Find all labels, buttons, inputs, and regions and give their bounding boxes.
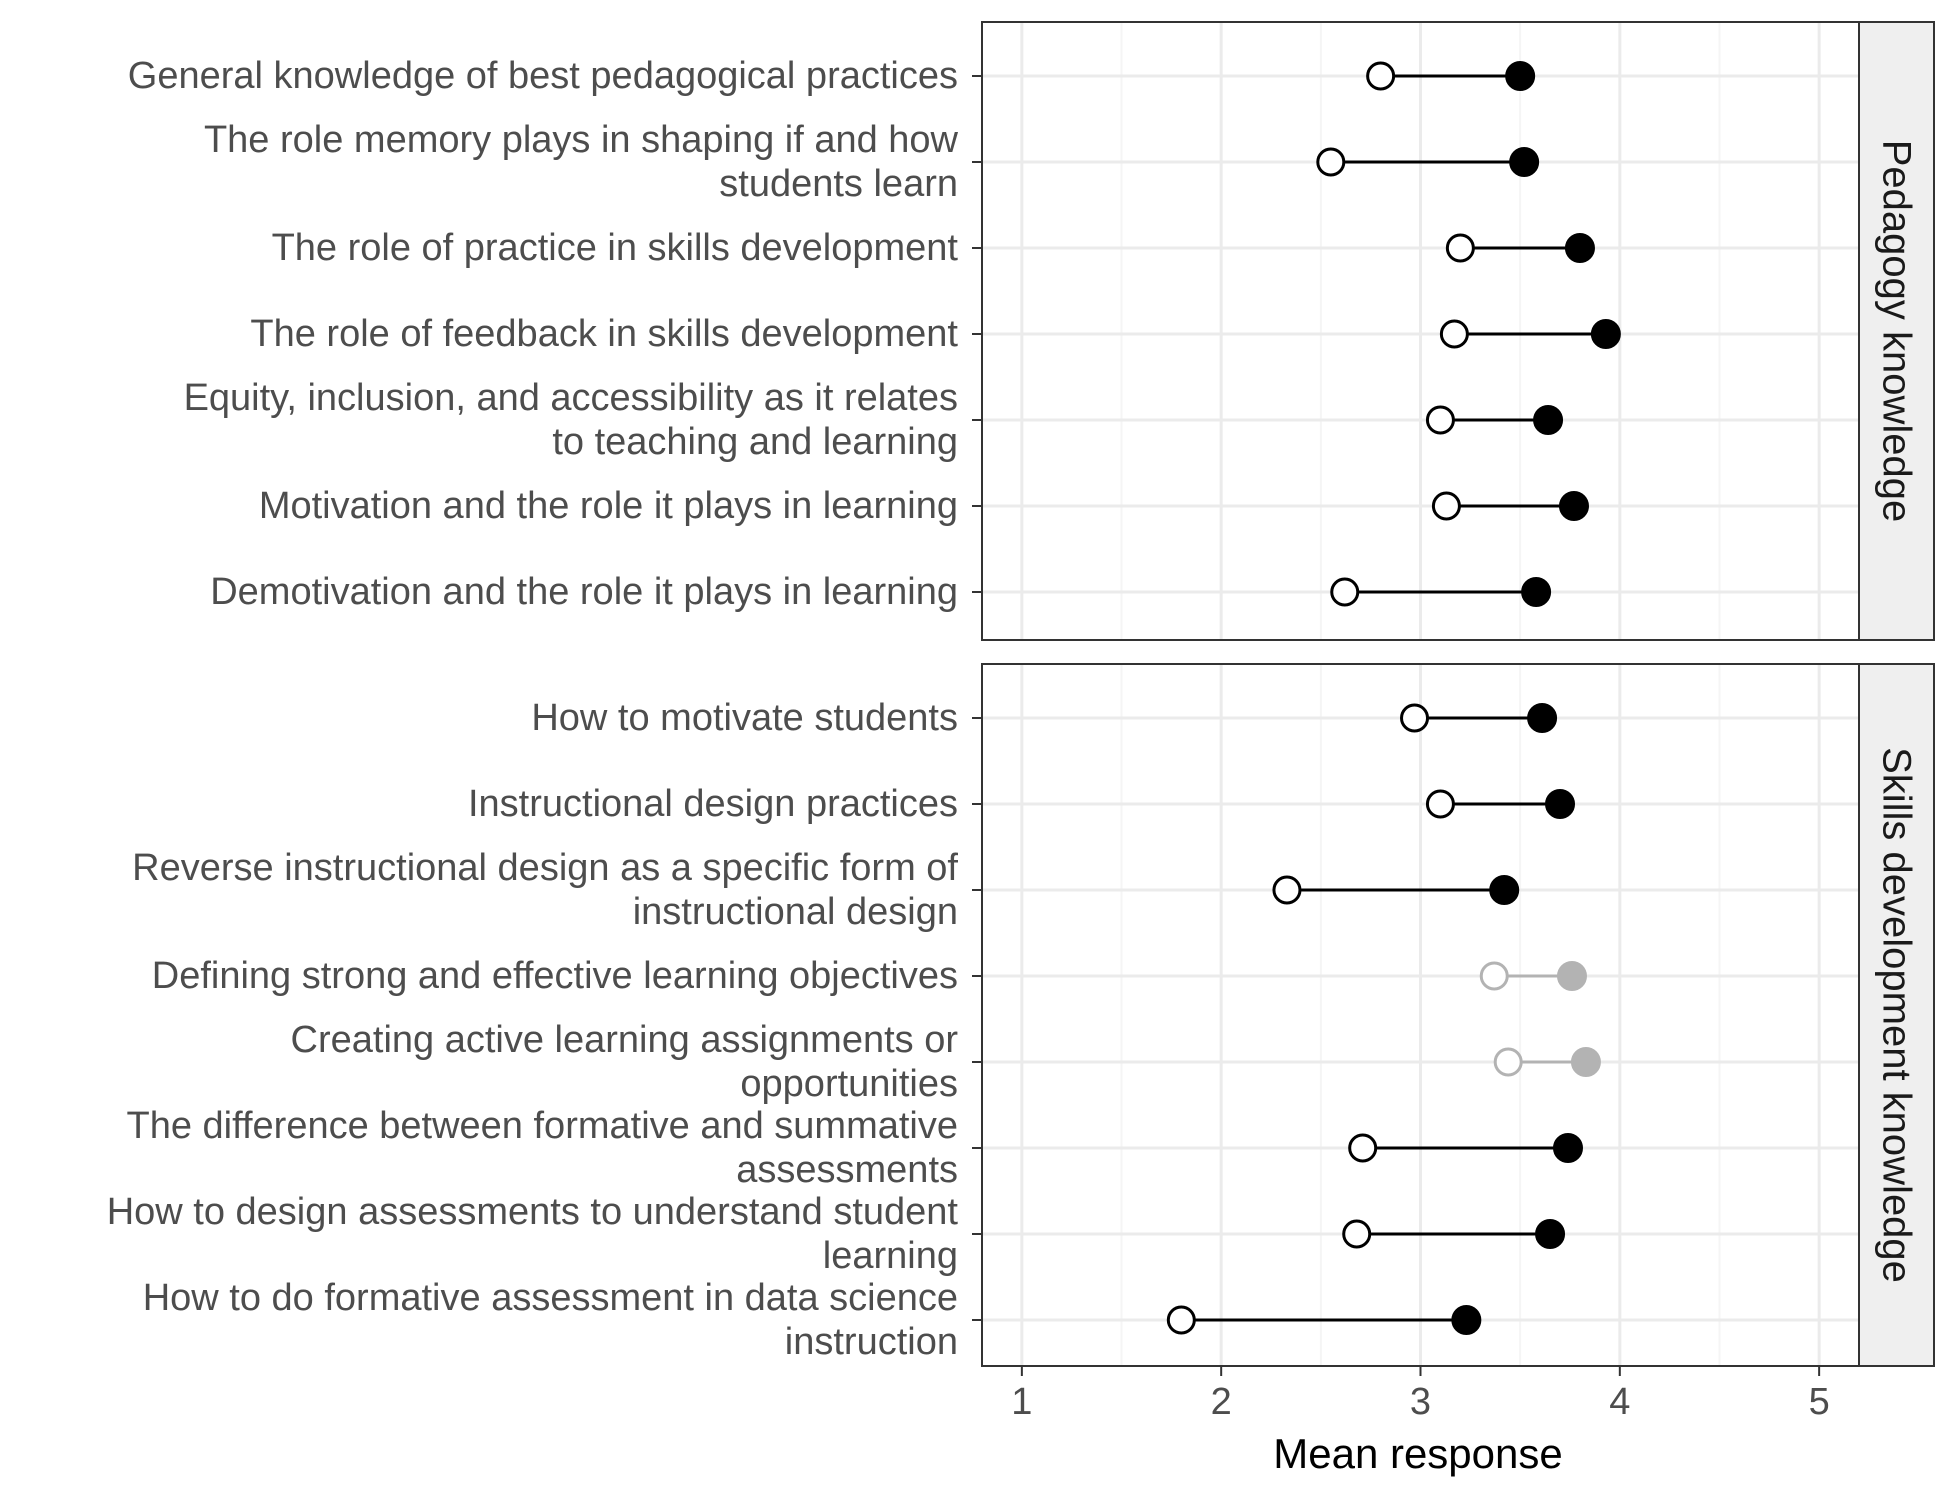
category-label: How to do formative assessment in data s… (143, 1277, 958, 1319)
panel-2: Skills development knowledge How to motiv… (107, 663, 1935, 1367)
low-point (1342, 1219, 1372, 1249)
low-point (1445, 233, 1475, 263)
x-tick-label: 5 (1809, 1381, 1830, 1423)
high-point (1527, 703, 1558, 733)
facet-strip-label: Pedagogy knowledge (1875, 140, 1919, 523)
category-label: assessments (736, 1149, 958, 1191)
low-point (1425, 789, 1455, 819)
x-axis-title: Mean response (1273, 1430, 1563, 1477)
dumbbell-row (1342, 1219, 1566, 1249)
dumbbell-row (1366, 61, 1536, 91)
low-point (1348, 1133, 1378, 1163)
low-point (1431, 491, 1461, 521)
low-point (1330, 577, 1360, 607)
high-point (1552, 1133, 1583, 1163)
high-point (1489, 875, 1520, 905)
facet-strip (1858, 663, 1935, 1367)
panels-layer: Pedagogy knowledge General knowledge of b… (107, 21, 1935, 1367)
dumbbell-row (1272, 875, 1520, 905)
category-label: How to design assessments to understand … (107, 1191, 959, 1233)
dumbbell-row (1439, 319, 1621, 349)
category-label: How to motivate students (531, 697, 958, 739)
dumbbell-row (1316, 147, 1540, 177)
category-label: General knowledge of best pedagogical pr… (128, 55, 958, 97)
high-point (1535, 1219, 1566, 1249)
category-label: students learn (719, 163, 958, 205)
high-point (1533, 405, 1564, 435)
low-point (1366, 61, 1396, 91)
x-tick-label: 4 (1609, 1381, 1630, 1423)
category-label: The role of feedback in skills developme… (250, 313, 958, 355)
low-point (1400, 703, 1430, 733)
dumbbell-row (1425, 405, 1564, 435)
high-point (1590, 319, 1621, 349)
high-point (1564, 233, 1595, 263)
dumbbell-row (1445, 233, 1595, 263)
category-label: Demotivation and the role it plays in le… (210, 571, 958, 613)
dumbbell-row (1330, 577, 1552, 607)
category-label: instruction (785, 1321, 958, 1363)
category-label: The difference between formative and sum… (126, 1105, 958, 1147)
high-point (1521, 577, 1552, 607)
low-point (1425, 405, 1455, 435)
low-point (1272, 875, 1302, 905)
low-point (1479, 961, 1509, 991)
category-label: The role memory plays in shaping if and … (204, 119, 959, 161)
dumbbell-row (1431, 491, 1589, 521)
x-axis: 1 2 3 4 5 (1011, 1366, 1830, 1423)
category-label: The role of practice in skills developme… (272, 227, 959, 269)
low-point (1439, 319, 1469, 349)
high-point (1545, 789, 1576, 819)
facet-strip-label: Skills development knowledge (1875, 747, 1919, 1283)
category-label: Reverse instructional design as a specif… (132, 847, 958, 889)
high-point (1451, 1305, 1482, 1335)
dumbbell-row (1166, 1305, 1482, 1335)
facet-strip (1858, 21, 1935, 641)
x-tick-label: 3 (1410, 1381, 1431, 1423)
category-label: Instructional design practices (468, 783, 958, 825)
dumbbell-row (1400, 703, 1558, 733)
low-point (1493, 1047, 1523, 1077)
high-point (1509, 147, 1540, 177)
high-point (1558, 491, 1589, 521)
dumbbell-row (1348, 1133, 1583, 1163)
category-label: Equity, inclusion, and accessibility as … (184, 377, 958, 419)
high-point (1570, 1047, 1601, 1077)
category-label: to teaching and learning (552, 421, 958, 463)
category-label: instructional design (633, 891, 958, 933)
category-label: Creating active learning assignments or (291, 1019, 959, 1061)
dumbbell-row (1479, 961, 1587, 991)
high-point (1556, 961, 1587, 991)
x-tick-label: 1 (1011, 1381, 1032, 1423)
category-label: Defining strong and effective learning o… (152, 955, 958, 997)
dumbbell-row (1425, 789, 1576, 819)
low-point (1316, 147, 1346, 177)
x-tick-label: 2 (1211, 1381, 1232, 1423)
panel-1: Pedagogy knowledge General knowledge of b… (128, 21, 1935, 641)
high-point (1505, 61, 1536, 91)
low-point (1166, 1305, 1196, 1335)
category-label: Motivation and the role it plays in lear… (259, 485, 958, 527)
category-label: opportunities (740, 1063, 958, 1105)
category-label: learning (823, 1235, 958, 1277)
dumbbell-row (1493, 1047, 1601, 1077)
